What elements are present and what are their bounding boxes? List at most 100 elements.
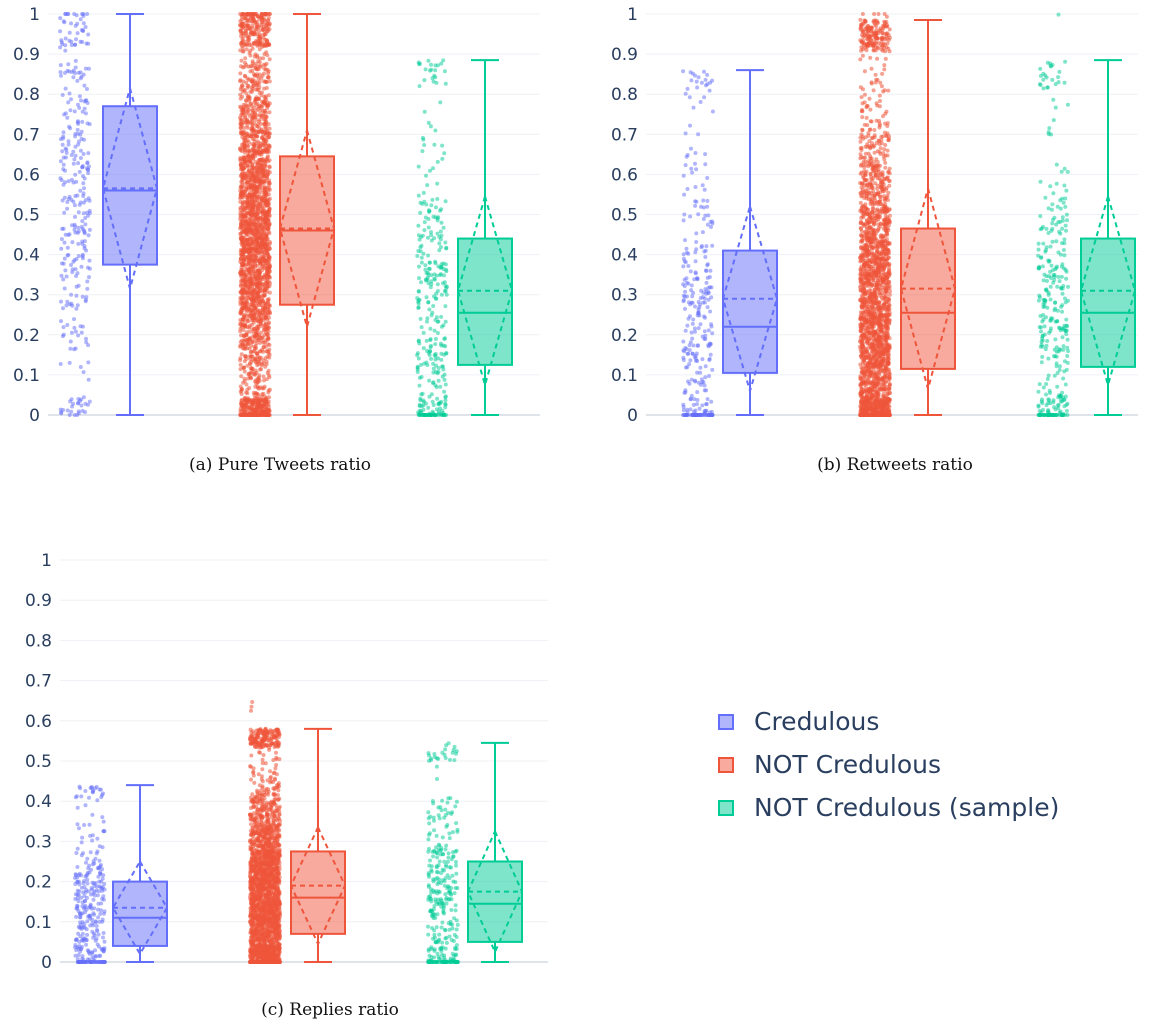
data-point <box>243 275 248 280</box>
data-point <box>245 164 250 169</box>
data-point <box>61 408 66 412</box>
data-point <box>689 300 694 305</box>
data-point <box>432 142 437 147</box>
data-point <box>246 147 251 152</box>
data-point <box>421 330 426 335</box>
data-point <box>700 230 705 235</box>
data-point <box>709 295 714 300</box>
data-point <box>249 187 254 192</box>
data-point <box>65 245 70 250</box>
data-point <box>703 213 708 218</box>
data-point <box>258 209 263 213</box>
data-point <box>249 340 254 345</box>
data-point <box>58 45 63 50</box>
data-point <box>429 313 434 318</box>
data-point <box>72 227 77 232</box>
data-point <box>705 198 710 203</box>
data-point <box>263 32 268 37</box>
data-point <box>77 94 82 99</box>
data-point <box>238 329 243 334</box>
data-point <box>65 253 70 258</box>
y-tick-label: 0.5 <box>13 206 40 226</box>
jitter-points <box>681 69 715 417</box>
data-point <box>254 370 259 375</box>
data-point <box>75 21 80 26</box>
data-point <box>61 226 66 231</box>
data-point <box>76 333 81 338</box>
data-point <box>58 29 63 34</box>
data-point <box>694 79 699 84</box>
data-point <box>86 233 91 238</box>
data-point <box>263 211 268 215</box>
data-point <box>264 203 269 208</box>
data-point <box>686 264 691 268</box>
data-point <box>86 167 91 172</box>
data-point <box>244 91 249 96</box>
data-point <box>251 239 256 244</box>
data-point <box>263 315 268 320</box>
jitter-points <box>58 12 92 417</box>
y-tick-label: 0.2 <box>13 326 40 346</box>
data-point <box>85 12 90 16</box>
data-point <box>265 67 270 72</box>
data-point <box>246 169 251 174</box>
data-point <box>243 264 248 269</box>
data-point <box>76 70 81 75</box>
data-point <box>416 193 421 198</box>
data-point <box>702 187 707 192</box>
data-point <box>259 407 264 412</box>
data-point <box>81 370 86 375</box>
data-point <box>267 181 272 185</box>
data-point <box>255 330 260 335</box>
data-point <box>872 12 877 16</box>
data-point <box>429 343 433 348</box>
data-point <box>243 227 248 232</box>
data-point <box>239 374 244 379</box>
data-point <box>60 142 65 147</box>
data-point <box>248 215 253 220</box>
data-point <box>441 58 446 63</box>
y-tick-label: 0.3 <box>611 286 638 306</box>
data-point <box>253 194 258 199</box>
data-point <box>74 306 79 311</box>
data-point <box>260 275 264 280</box>
data-point <box>250 413 255 417</box>
data-point <box>429 230 433 235</box>
data-point <box>248 289 253 294</box>
data-point <box>705 176 710 180</box>
data-point <box>884 20 889 24</box>
data-point <box>430 409 435 414</box>
data-point <box>264 125 269 129</box>
data-point <box>267 413 272 417</box>
data-point <box>240 226 245 231</box>
data-point <box>431 361 436 366</box>
data-point <box>419 413 424 417</box>
data-point <box>418 396 423 401</box>
data-point <box>442 337 447 341</box>
data-point <box>415 351 420 356</box>
data-point <box>261 374 266 379</box>
data-point <box>263 344 268 349</box>
data-point <box>416 223 421 228</box>
data-point <box>881 45 886 50</box>
data-point <box>240 267 245 272</box>
data-point <box>79 403 84 408</box>
data-point <box>240 302 245 307</box>
data-point <box>254 117 259 122</box>
data-point <box>247 208 252 213</box>
data-point <box>251 372 256 377</box>
data-point <box>81 191 86 196</box>
data-point <box>245 248 250 253</box>
data-point <box>884 23 889 27</box>
data-point <box>73 346 78 351</box>
jitter-points <box>238 12 272 417</box>
data-point <box>688 214 693 219</box>
data-point <box>859 27 864 32</box>
data-point <box>241 31 246 36</box>
data-point <box>245 18 250 23</box>
data-point <box>241 403 246 408</box>
data-point <box>66 139 71 144</box>
data-point <box>76 142 81 147</box>
data-point <box>688 314 692 319</box>
data-point <box>71 149 76 154</box>
